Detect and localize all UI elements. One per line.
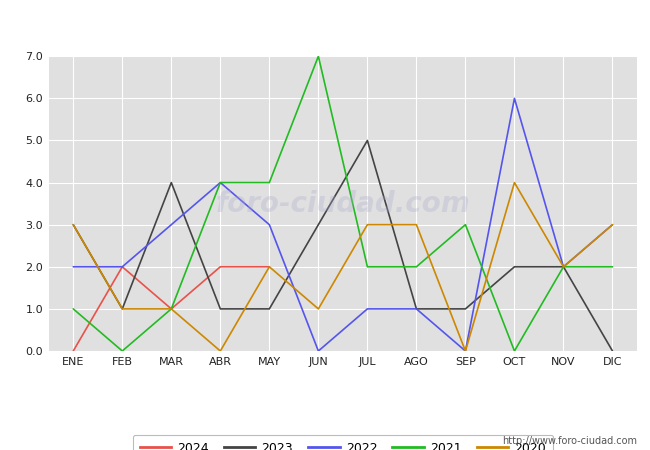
Text: foro-ciudad.com: foro-ciudad.com xyxy=(216,189,470,218)
Text: http://www.foro-ciudad.com: http://www.foro-ciudad.com xyxy=(502,436,637,446)
Text: Matriculaciones de Vehiculos en Yeste: Matriculaciones de Vehiculos en Yeste xyxy=(154,14,496,32)
Legend: 2024, 2023, 2022, 2021, 2020: 2024, 2023, 2022, 2021, 2020 xyxy=(133,435,553,450)
